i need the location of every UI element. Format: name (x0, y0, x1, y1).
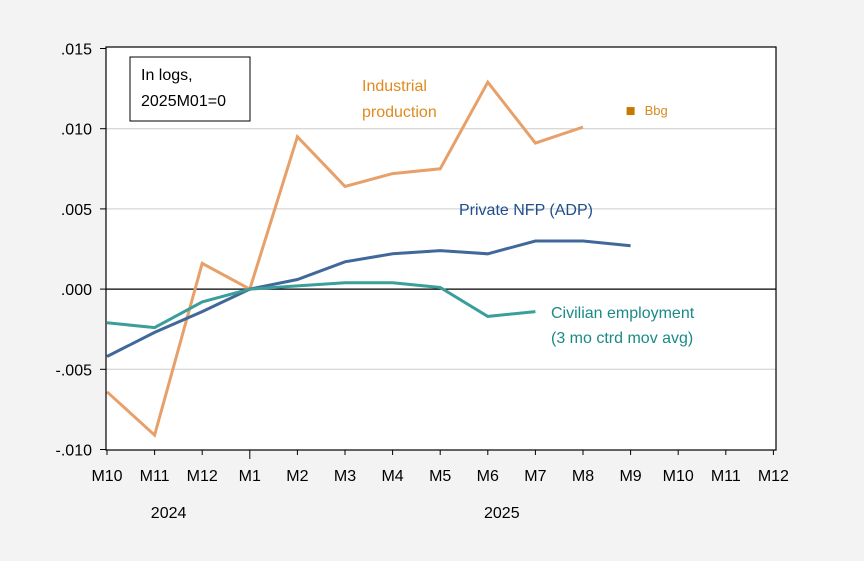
y-tick-label: .005 (61, 202, 92, 219)
y-tick-label: .010 (61, 122, 92, 139)
x-tick-label: M12 (187, 468, 218, 485)
series-label: Civilian employment (551, 305, 695, 322)
x-tick-label: M10 (91, 468, 122, 485)
series-line-0 (105, 79, 584, 438)
series-line-1 (106, 239, 631, 358)
point-marker (626, 107, 635, 116)
series-line-2 (106, 281, 536, 330)
x-tick-label: M8 (572, 468, 594, 485)
annotation-box: In logs, 2025M01=0 (129, 56, 251, 122)
x-tick-label: M9 (619, 468, 641, 485)
y-tick-label: -.005 (56, 362, 93, 379)
series-label: production (362, 104, 437, 121)
series-label: Private NFP (ADP) (459, 202, 593, 219)
x-tick-label: M10 (663, 468, 694, 485)
x-tick-label: M1 (239, 468, 261, 485)
x-tick-label: M5 (429, 468, 451, 485)
point-label: Bbg (645, 103, 668, 118)
annotation-line-1: In logs, (141, 67, 193, 84)
x-tick-label: M6 (477, 468, 499, 485)
x-tick-label: M11 (711, 468, 741, 485)
x-tick-label: M7 (524, 468, 546, 485)
x-tick-label: M11 (140, 468, 170, 485)
y-tick-label: .000 (61, 282, 92, 299)
year-label: 2025 (484, 505, 520, 522)
x-tick-label: M2 (286, 468, 308, 485)
year-label: 2024 (151, 505, 187, 522)
series-label: (3 mo ctrd mov avg) (551, 330, 693, 347)
x-tick-label: M12 (758, 468, 789, 485)
plot-frame (105, 46, 777, 451)
x-tick-label: M3 (334, 468, 356, 485)
annotation-line-2: 2025M01=0 (141, 93, 226, 110)
y-tick-label: -.010 (56, 443, 93, 460)
series-label: Industrial (362, 78, 427, 95)
y-tick-label: .015 (61, 42, 92, 59)
x-tick-label: M4 (381, 468, 403, 485)
